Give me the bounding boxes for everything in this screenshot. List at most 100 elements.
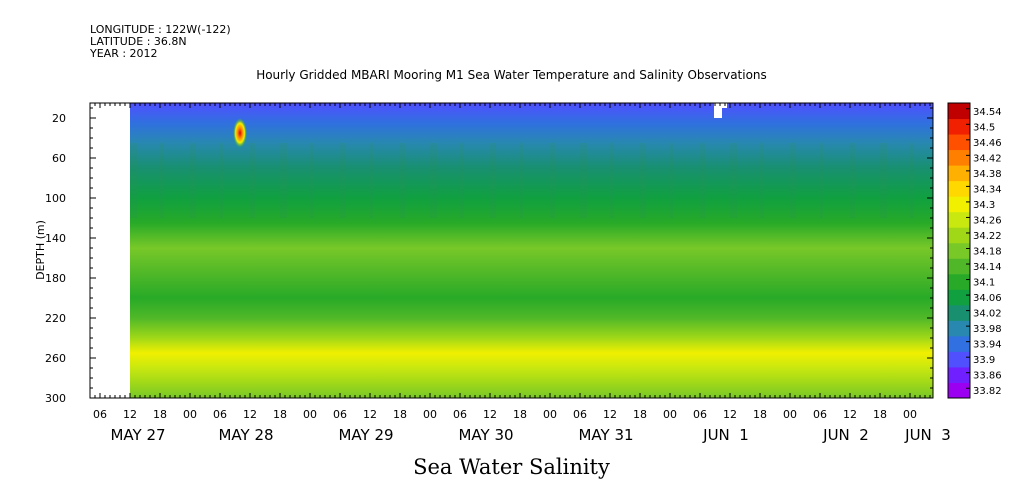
texture-band — [310, 143, 314, 218]
colorbar-cell — [948, 211, 970, 228]
x-hour-label: 00 — [303, 408, 317, 421]
x-hour-label: 18 — [753, 408, 767, 421]
year-label: YEAR : 2012 — [90, 47, 158, 60]
colorbar-label: 34.22 — [973, 231, 1002, 242]
texture-band — [790, 143, 796, 218]
colorbar-label: 34.26 — [973, 215, 1002, 226]
colorbar-cell — [948, 165, 970, 182]
x-hour-label: 00 — [783, 408, 797, 421]
y-tick-label: 60 — [52, 152, 66, 165]
colorbar-label: 34.3 — [973, 200, 995, 211]
colorbar-label: 34.5 — [973, 122, 995, 133]
colorbar-label: 34.1 — [973, 278, 995, 289]
texture-band — [190, 143, 196, 218]
texture-band — [280, 143, 287, 218]
colorbar-cell — [948, 118, 970, 135]
texture-bands — [130, 143, 914, 218]
texture-band — [520, 143, 523, 218]
colorbar-cell — [948, 273, 970, 290]
x-hour-label: 00 — [543, 408, 557, 421]
colorbar-label: 33.9 — [973, 355, 995, 366]
plot-frame — [89, 102, 934, 399]
x-hour-label: 12 — [243, 408, 257, 421]
y-tick-label: 140 — [45, 232, 66, 245]
texture-band — [910, 143, 914, 218]
colorbar-cell — [948, 382, 970, 399]
texture-band — [820, 143, 823, 218]
x-hour-label: 12 — [363, 408, 377, 421]
colorbar-cell — [948, 258, 970, 275]
x-hour-label: 12 — [723, 408, 737, 421]
texture-band — [880, 143, 887, 218]
x-hour-label: 06 — [453, 408, 467, 421]
texture-band — [220, 143, 223, 218]
colorbar-cell — [948, 242, 970, 259]
x-hour-label: 06 — [813, 408, 827, 421]
x-hour-label: 18 — [393, 408, 407, 421]
colorbar-cell — [948, 180, 970, 197]
y-tick-label: 100 — [45, 192, 66, 205]
colorbar-cell — [948, 366, 970, 383]
texture-band — [760, 143, 764, 218]
x-hour-label: 18 — [513, 408, 527, 421]
y-axis-label: DEPTH (m) — [34, 220, 47, 280]
x-hour-label: 00 — [183, 408, 197, 421]
x-hour-label: 18 — [153, 408, 167, 421]
colorbar-cell — [948, 103, 970, 120]
texture-band — [730, 143, 737, 218]
x-hour-label: 00 — [903, 408, 917, 421]
x-hour-label: 12 — [843, 408, 857, 421]
colorbar-frame — [947, 102, 971, 399]
anomaly-hotspot — [233, 118, 247, 148]
texture-band — [250, 143, 255, 218]
y-tick-label: 220 — [45, 312, 66, 325]
texture-band — [430, 143, 437, 218]
colorbar-label: 34.18 — [973, 247, 1002, 258]
colorbar-cell — [948, 227, 970, 244]
texture-band — [490, 143, 496, 218]
colorbar-cell — [948, 134, 970, 151]
colorbar-cell — [948, 149, 970, 166]
colorbar-cell — [948, 351, 970, 368]
colorbar-label: 34.14 — [973, 262, 1002, 273]
texture-band — [850, 143, 855, 218]
texture-band — [700, 143, 705, 218]
x-day-label: MAY 30 — [458, 426, 513, 444]
colorbar-label: 34.42 — [973, 153, 1002, 164]
x-hour-label: 18 — [873, 408, 887, 421]
y-tick-label: 260 — [45, 352, 66, 365]
x-hour-label: 06 — [693, 408, 707, 421]
missing-data-region — [90, 103, 130, 398]
colorbar-label: 34.54 — [973, 107, 1002, 118]
texture-band — [460, 143, 464, 218]
x-day-label: JUN 2 — [822, 426, 869, 444]
y-tick-label: 20 — [52, 112, 66, 125]
x-day-label: JUN 3 — [904, 426, 951, 444]
colorbar-label: 34.06 — [973, 293, 1002, 304]
x-hour-label: 06 — [213, 408, 227, 421]
y-tick-labels: 20 60 100 140 180 220 260 300 — [45, 112, 66, 405]
texture-band — [610, 143, 614, 218]
texture-band — [400, 143, 405, 218]
texture-band — [550, 143, 555, 218]
x-hour-label: 12 — [603, 408, 617, 421]
x-axis-label: Sea Water Salinity — [413, 455, 610, 479]
x-hour-label: 06 — [573, 408, 587, 421]
x-day-label: MAY 29 — [338, 426, 393, 444]
colorbar-cell — [948, 335, 970, 352]
x-hour-label: 00 — [663, 408, 677, 421]
x-hour-label: 18 — [273, 408, 287, 421]
colorbar-label: 33.86 — [973, 371, 1002, 382]
latitude-label: LATITUDE : 36.8N — [90, 35, 187, 48]
x-hour-label: 06 — [333, 408, 347, 421]
texture-band — [370, 143, 373, 218]
x-day-labels: MAY 27 MAY 28 MAY 29 MAY 30 MAY 31 JUN 1 JUN 2… — [110, 426, 950, 444]
x-hour-label: 12 — [483, 408, 497, 421]
colorbar: 34.54 34.5 34.46 34.42 34.38 34.34 34.3 34.26 34… — [947, 102, 1002, 399]
x-day-label: MAY 28 — [218, 426, 273, 444]
colorbar-label: 33.98 — [973, 324, 1002, 335]
x-hour-label: 18 — [633, 408, 647, 421]
texture-band — [130, 143, 137, 218]
tick-marks — [89, 103, 933, 399]
